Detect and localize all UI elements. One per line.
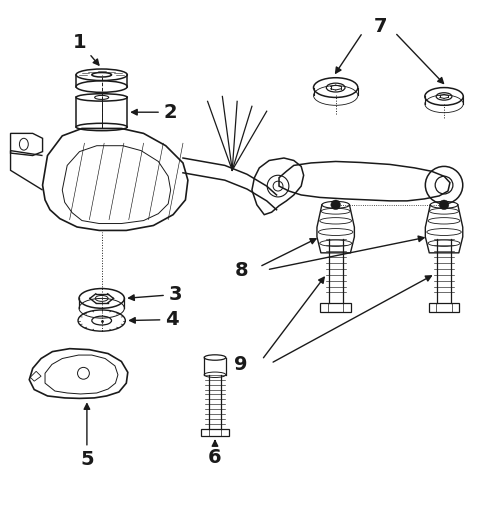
Text: 2: 2 xyxy=(131,103,177,122)
Circle shape xyxy=(439,200,449,210)
Text: 4: 4 xyxy=(129,310,179,329)
Text: 7: 7 xyxy=(373,17,387,36)
Text: 6: 6 xyxy=(208,441,222,467)
Circle shape xyxy=(331,200,340,210)
Bar xyxy=(321,304,351,312)
Text: 9: 9 xyxy=(234,355,248,375)
Bar xyxy=(201,429,229,436)
Bar xyxy=(429,304,459,312)
Text: 3: 3 xyxy=(128,285,182,304)
Text: 1: 1 xyxy=(73,33,99,65)
Text: 8: 8 xyxy=(234,261,248,280)
Text: 5: 5 xyxy=(80,404,94,469)
